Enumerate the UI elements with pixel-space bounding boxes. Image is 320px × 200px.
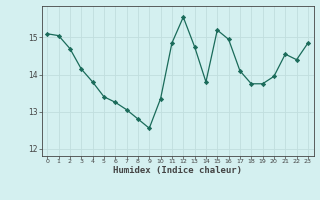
X-axis label: Humidex (Indice chaleur): Humidex (Indice chaleur) — [113, 166, 242, 175]
